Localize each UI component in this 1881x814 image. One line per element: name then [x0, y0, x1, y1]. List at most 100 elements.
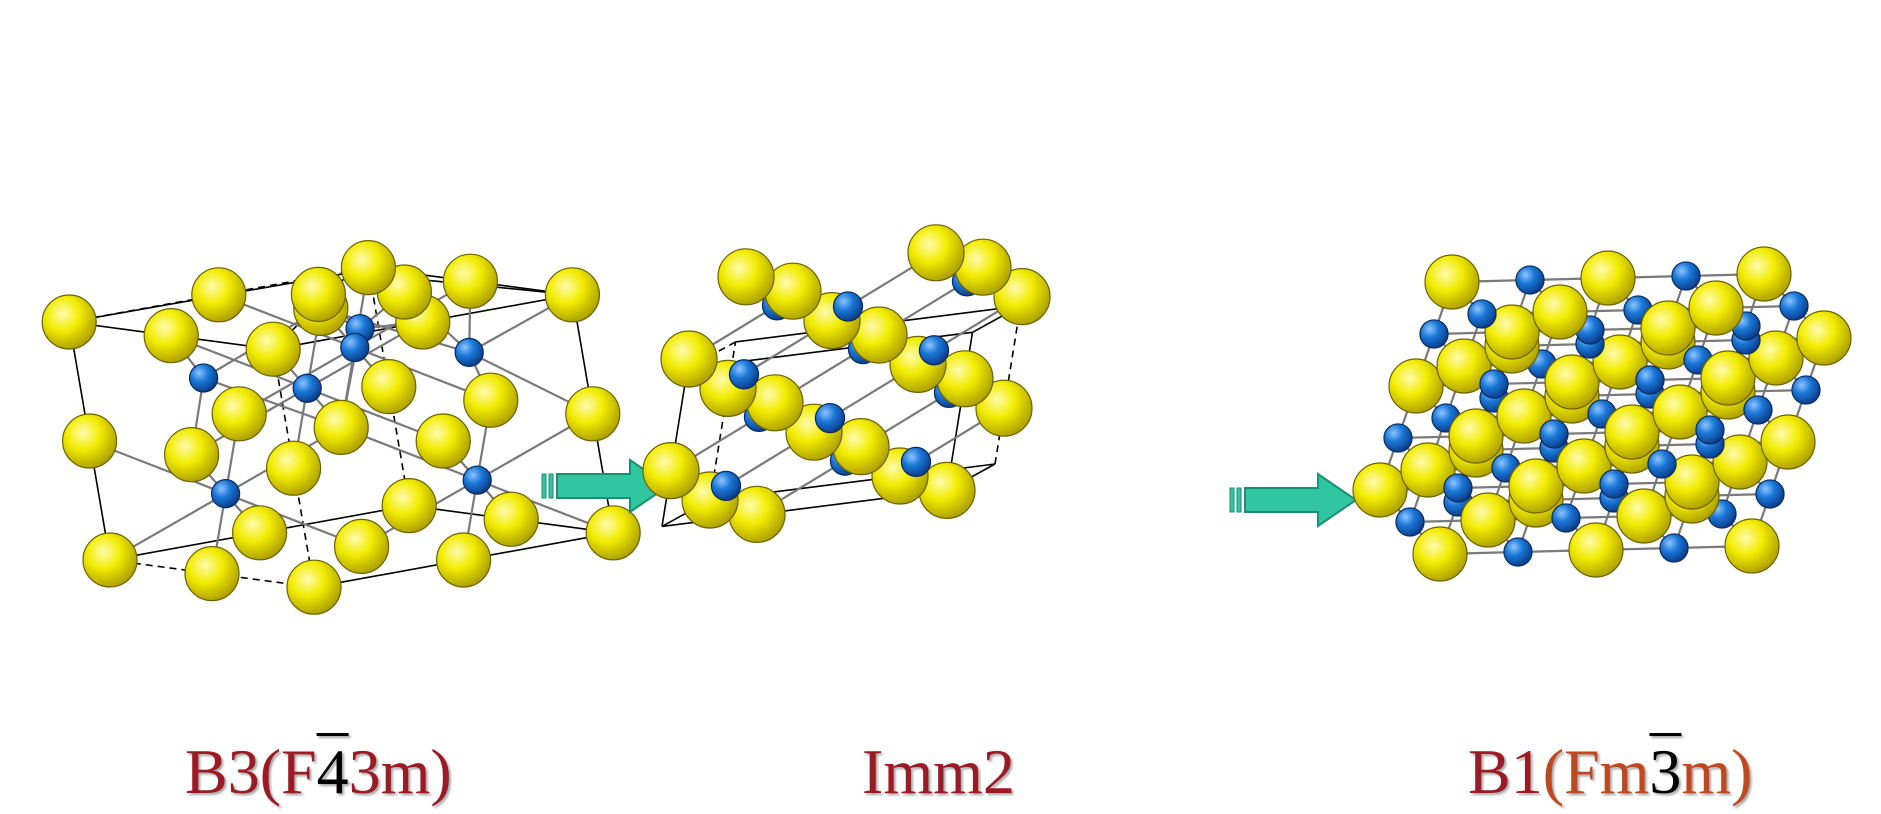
- caption-b1-accent: m): [1681, 736, 1753, 807]
- cation-atom: [1724, 518, 1780, 574]
- anion-atom: [1743, 395, 1773, 425]
- anion-atom: [1791, 375, 1821, 405]
- cation-atom: [1556, 438, 1612, 494]
- cation-atom: [1760, 414, 1816, 470]
- cation-atom: [361, 359, 417, 415]
- cation-atom: [245, 321, 301, 377]
- anion-atom: [1479, 369, 1509, 399]
- caption-b3: B3(F43m): [185, 740, 452, 804]
- anion-atom: [918, 335, 950, 366]
- cation-atom: [1592, 334, 1648, 390]
- anion-atom: [1551, 503, 1581, 533]
- cation-atom: [415, 413, 471, 469]
- anion-atom: [1515, 265, 1545, 295]
- anion-atom: [832, 291, 864, 322]
- cation-atom: [565, 386, 621, 442]
- cation-atom: [1652, 384, 1708, 440]
- cation-atom: [1580, 250, 1636, 306]
- cation-atom: [1700, 350, 1756, 406]
- imm2-crystal-structure: [642, 224, 1051, 543]
- cation-atom: [642, 442, 700, 500]
- b1-crystal-structure: [1352, 246, 1852, 582]
- anion-atom: [1503, 537, 1533, 567]
- cation-atom: [184, 545, 240, 602]
- cation-atom: [1508, 458, 1564, 514]
- cation-atom: [1400, 442, 1456, 498]
- caption-b3-part: B3(F: [185, 736, 317, 807]
- caption-b1-part: B1: [1468, 736, 1543, 807]
- anion-atom: [1539, 419, 1569, 449]
- cation-atom: [544, 267, 601, 323]
- cation-atom: [1532, 284, 1588, 340]
- b1-structure-panel: [1300, 100, 1881, 660]
- b3-structure-panel: [0, 0, 641, 700]
- anion-atom: [1659, 533, 1689, 563]
- cation-atom: [1388, 358, 1444, 414]
- cation-atom: [1352, 462, 1408, 518]
- cation-atom: [164, 427, 220, 483]
- anion-atom: [188, 363, 219, 393]
- cation-atom: [290, 266, 346, 322]
- cation-atom: [41, 294, 97, 350]
- anion-atom: [1467, 299, 1497, 329]
- cation-atom: [82, 532, 138, 588]
- caption-imm2: Imm2: [862, 740, 1015, 804]
- anion-atom: [210, 479, 241, 509]
- cation-atom: [1460, 492, 1516, 548]
- cation-atom: [1604, 404, 1660, 460]
- cation-atom: [1484, 304, 1540, 360]
- cation-atom: [211, 386, 267, 442]
- cation-atom: [483, 491, 539, 547]
- anion-atom: [1419, 319, 1449, 349]
- cation-atom: [585, 505, 641, 561]
- caption-b3-part: 3m): [348, 736, 452, 807]
- caption-b1-accent: (Fm: [1542, 736, 1650, 807]
- anion-atom: [1635, 365, 1665, 395]
- anion-atom: [462, 465, 492, 495]
- caption-b3-bar-digit: 4: [316, 736, 349, 807]
- anion-atom: [710, 470, 742, 502]
- anion-atom: [814, 402, 846, 434]
- cation-atom: [1568, 522, 1624, 578]
- cation-atom: [1544, 354, 1600, 410]
- cation-atom: [1712, 434, 1768, 490]
- anion-atom: [1443, 473, 1473, 503]
- cation-atom: [1736, 246, 1792, 302]
- double-arrow-right-icon: [541, 458, 670, 514]
- cation-atom: [143, 308, 199, 364]
- cation-atom: [61, 413, 118, 469]
- cation-atom: [1796, 310, 1852, 366]
- cation-atom: [660, 330, 718, 388]
- b3-crystal-structure: [41, 240, 641, 615]
- anion-atom: [1647, 449, 1677, 479]
- caption-b1: B1(Fm3m): [1468, 740, 1752, 804]
- anion-atom: [1395, 507, 1425, 537]
- cation-atom: [442, 253, 498, 309]
- anion-atom: [1695, 415, 1725, 445]
- cation-atom: [975, 379, 1033, 437]
- cation-atom: [1496, 388, 1552, 444]
- cation-atom: [286, 559, 342, 615]
- cation-atom: [1412, 526, 1468, 582]
- anion-atom: [340, 332, 370, 363]
- double-arrow-right-icon: [1229, 472, 1358, 528]
- anion-atom: [1779, 291, 1809, 321]
- cation-atom: [266, 440, 322, 496]
- anion-atom: [1671, 261, 1701, 291]
- cation-atom: [381, 478, 437, 534]
- anion-atom: [292, 373, 322, 403]
- anion-atom: [454, 337, 484, 368]
- cell-edge-line: [994, 305, 1022, 465]
- cation-atom: [1448, 408, 1504, 464]
- cation-atom: [1424, 254, 1480, 310]
- anion-atom: [1383, 423, 1413, 453]
- transition-arrow-1: [538, 456, 673, 521]
- cation-atom: [191, 267, 247, 323]
- cation-atom: [1664, 454, 1720, 510]
- cation-atom: [340, 240, 396, 296]
- cation-atom: [232, 505, 288, 561]
- cation-atom: [717, 248, 775, 306]
- anion-atom: [728, 359, 760, 390]
- cation-atom: [1688, 280, 1744, 336]
- transition-arrow-2: [1226, 470, 1361, 535]
